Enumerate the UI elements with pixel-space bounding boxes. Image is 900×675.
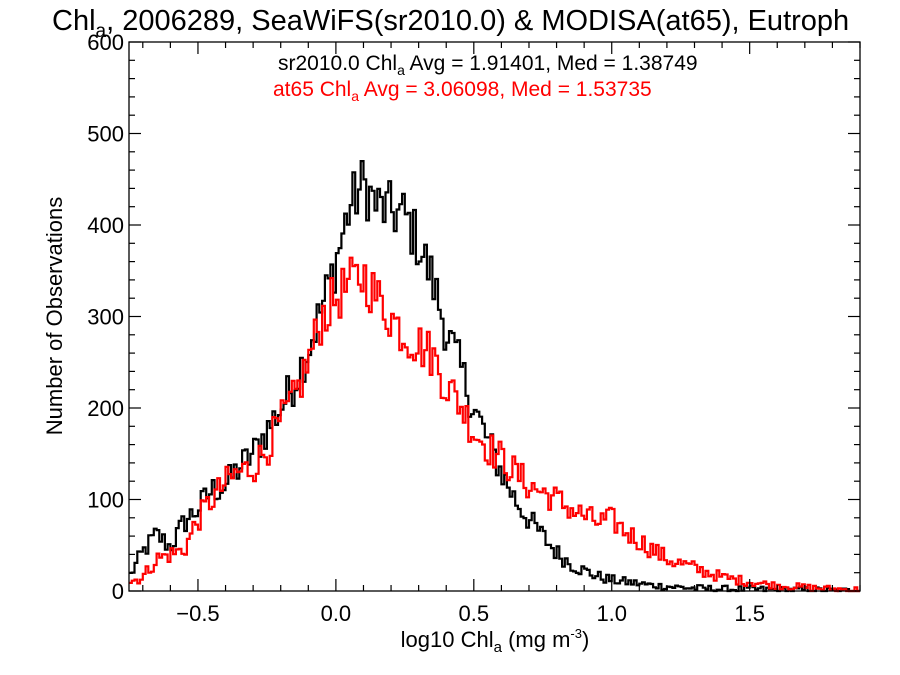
ticks-layer: −0.5 0.0 0.5 1.0 1.5 0 100 200 300 400 500 600	[87, 30, 861, 626]
stats-line-sr2010: sr2010.0 Chla Avg = 1.91401, Med = 1.387…	[278, 52, 698, 78]
x-axis-title: log10 Chla (mg m-3)	[401, 626, 590, 656]
series-line-at65	[129, 256, 860, 593]
chart-title-prefix: Chl	[52, 5, 96, 37]
plot-frame	[128, 41, 861, 592]
x-tick-label: 0.0	[321, 601, 352, 626]
x-tick-label: 1.0	[596, 601, 627, 626]
stats-sr2010-prefix: sr2010.0 Chl	[278, 52, 397, 75]
chart-title-sub: a	[96, 21, 107, 42]
x-tick-label: −0.5	[176, 601, 219, 626]
stats-at65-sub: a	[351, 88, 359, 104]
x-axis-title-end: )	[582, 627, 589, 652]
stats-at65-prefix: at65 Chl	[273, 78, 351, 101]
y-tick-label: 600	[87, 30, 124, 55]
x-axis-title-suffix: (mg m	[502, 627, 570, 652]
chart-title-suffix: , 2006289, SeaWiFS(sr2010.0) & MODISA(at…	[106, 5, 849, 37]
y-tick-label: 200	[87, 396, 124, 421]
chart-title: Chla, 2006289, SeaWiFS(sr2010.0) & MODIS…	[52, 5, 849, 42]
y-tick-label: 500	[87, 122, 124, 147]
stats-at65-suffix: Avg = 3.06098, Med = 1.53735	[359, 78, 652, 101]
y-axis-title: Number of Observations	[42, 197, 67, 435]
x-tick-label: 1.5	[734, 601, 765, 626]
y-tick-label: 400	[87, 213, 124, 238]
stats-sr2010-suffix: Avg = 1.91401, Med = 1.38749	[405, 52, 698, 75]
stats-line-at65: at65 Chla Avg = 3.06098, Med = 1.53735	[273, 78, 652, 104]
y-tick-label: 300	[87, 305, 124, 330]
x-axis-title-sup: -3	[570, 626, 582, 641]
x-axis-title-sub: a	[494, 639, 503, 656]
x-axis-title-prefix: log10 Chl	[401, 627, 494, 652]
x-tick-label: 0.5	[459, 601, 490, 626]
series-layer	[129, 160, 860, 593]
series-line-sr20100	[129, 160, 860, 593]
y-tick-label: 100	[87, 488, 124, 513]
stats-sr2010-sub: a	[397, 62, 405, 78]
y-tick-label: 0	[112, 579, 124, 604]
